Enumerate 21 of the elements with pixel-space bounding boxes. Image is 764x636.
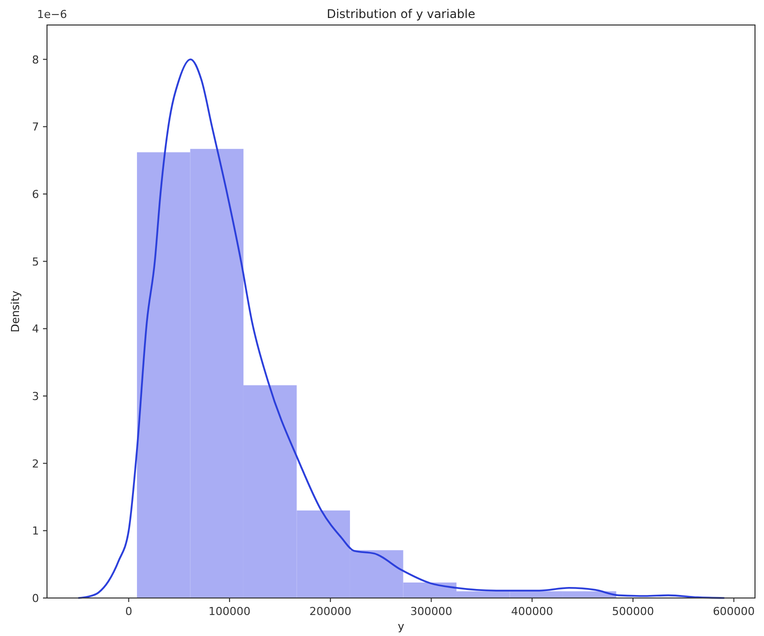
x-tick-label: 0: [125, 605, 132, 618]
x-tick-label: 500000: [612, 605, 654, 618]
y-tick-label: 5: [32, 255, 39, 268]
y-tick-label: 3: [32, 390, 39, 403]
y-tick-label: 0: [32, 592, 39, 605]
y-tick-label: 1: [32, 524, 39, 538]
x-axis-title: y: [398, 620, 405, 633]
y-tick-label: 4: [32, 322, 39, 336]
line-series: [77, 58, 726, 599]
x-tick-label: 300000: [410, 605, 452, 618]
chart-title: Distribution of y variable: [326, 7, 476, 21]
y-tick-label: 2: [32, 457, 39, 470]
x-tick-label: 100000: [208, 605, 251, 618]
y-axis-title: Density: [9, 290, 22, 332]
x-tick-label: 200000: [309, 605, 352, 618]
y-tick-label: 7: [32, 120, 39, 134]
y-tick-label: 8: [32, 53, 39, 66]
x-tick-label: 400000: [511, 605, 554, 618]
text: 1e−6: [37, 8, 67, 21]
y-tick-label: 6: [32, 188, 39, 202]
x-tick-label: 600000: [712, 605, 755, 618]
